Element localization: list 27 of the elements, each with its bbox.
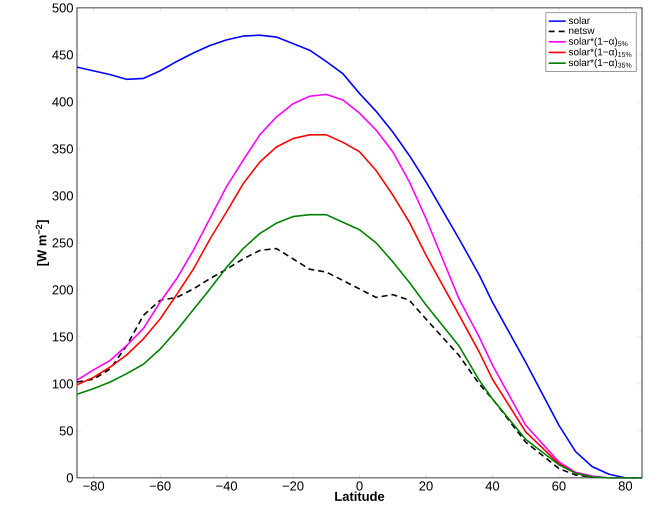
x-tick-label: 20 — [419, 481, 433, 491]
y-tick-label: 150 — [52, 332, 73, 342]
x-tick-label: 0 — [356, 481, 363, 491]
legend-label: solar — [568, 16, 590, 24]
y-tick-label: 400 — [52, 97, 73, 107]
x-tick-label: −80 — [83, 481, 104, 491]
legend-label: solar*(1−α)$_{35%}$ — [568, 58, 632, 68]
legend-label: solar*(1−α)$_{5%}$ — [568, 37, 628, 47]
x-tick-label: 60 — [552, 481, 566, 491]
x-tick-label: 40 — [486, 481, 500, 491]
x-tick-label: 80 — [618, 481, 632, 491]
x-tick-label: −60 — [150, 481, 171, 491]
y-tick-label: 500 — [52, 3, 73, 13]
y-tick-label: 100 — [52, 379, 73, 389]
y-tick-label: 300 — [52, 191, 73, 201]
y-axis-title: [W m$^{−2}$] — [36, 220, 50, 266]
y-tick-label: 250 — [52, 238, 73, 248]
y-tick-label: 200 — [52, 285, 73, 295]
x-tick-label: −20 — [282, 481, 304, 491]
y-tick-label: 450 — [52, 50, 73, 60]
legend-label: netsw — [569, 28, 595, 34]
x-tick-label: −40 — [216, 481, 238, 491]
y-tick-label: 350 — [52, 144, 73, 154]
y-tick-label: 50 — [60, 426, 73, 436]
y-tick-label: 0 — [66, 473, 73, 483]
legend-label: solar*(1−α)$_{15%}$ — [568, 48, 632, 58]
x-axis-title: Latitude — [335, 491, 384, 501]
